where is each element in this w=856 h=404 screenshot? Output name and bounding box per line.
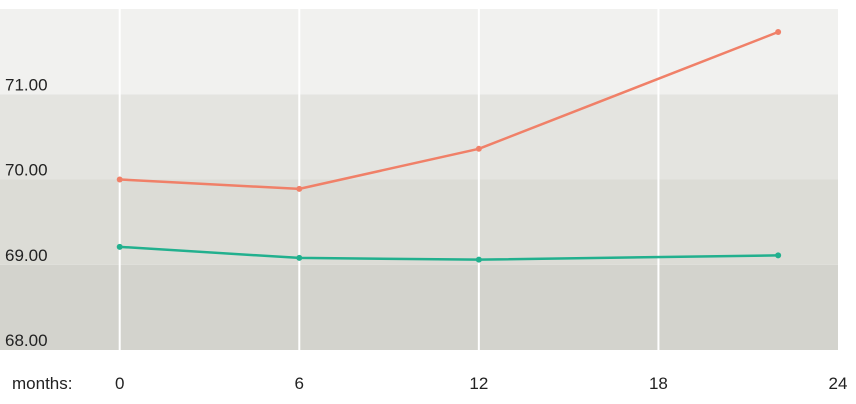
data-point	[775, 29, 782, 36]
data-point	[475, 145, 482, 152]
x-tick-label: 0	[115, 374, 124, 393]
x-tick-label: 18	[649, 374, 668, 393]
series-group	[116, 29, 782, 263]
data-point	[775, 252, 782, 259]
background-band	[0, 9, 838, 95]
y-tick-label: 69.00	[5, 246, 48, 265]
x-axis-prefix: months:	[12, 374, 72, 393]
y-tick-label: 71.00	[5, 75, 48, 94]
x-tick-label: 12	[469, 374, 488, 393]
y-tick-label: 68.00	[5, 331, 48, 350]
y-tick-label: 70.00	[5, 161, 48, 180]
series-line	[118, 30, 780, 191]
y-axis-labels: 68.00 69.00 70.00 71.00	[5, 75, 48, 350]
background-band	[0, 179, 838, 265]
background-bands	[0, 9, 838, 350]
x-axis-labels: months: 0 6 12 18 24	[12, 374, 847, 393]
x-tick-label: 6	[295, 374, 304, 393]
data-point	[296, 254, 303, 261]
data-point	[116, 243, 123, 250]
data-point	[296, 185, 303, 192]
series-line	[118, 245, 780, 261]
background-band	[0, 94, 838, 180]
data-point	[116, 176, 123, 183]
x-tick-label: 24	[829, 374, 848, 393]
data-point	[475, 256, 482, 263]
background-band	[0, 264, 838, 350]
